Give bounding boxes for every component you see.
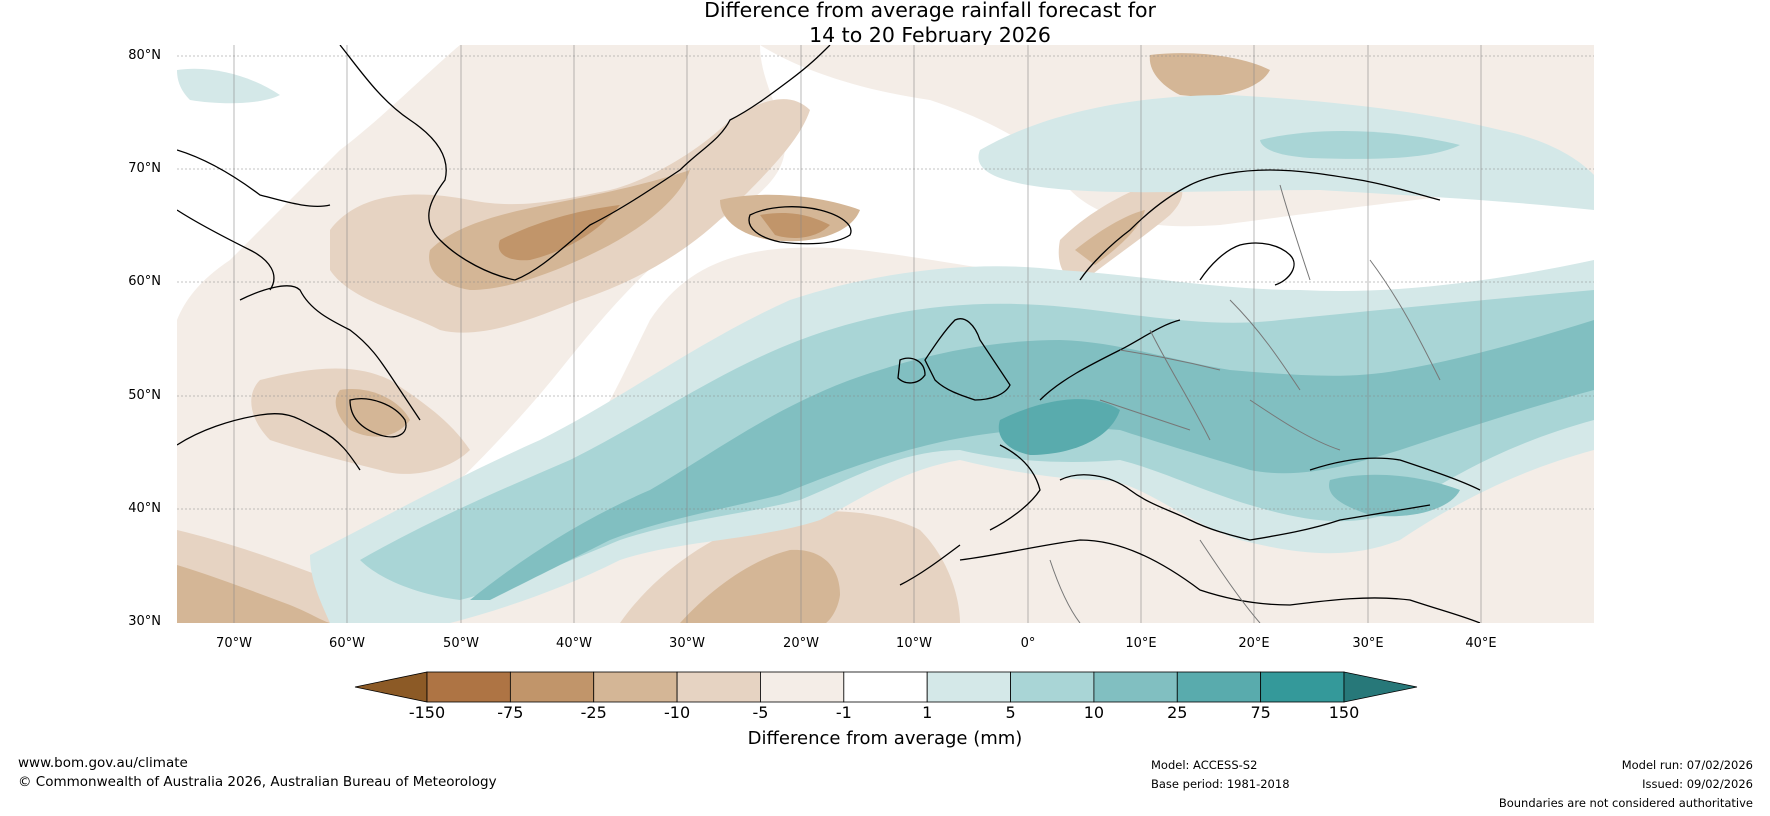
greenland-coast — [339, 45, 831, 281]
lat-label-30n: 30°N — [128, 614, 161, 629]
lon-label-50w: 50°W — [443, 636, 479, 651]
colorbar-tick-label: -1 — [835, 703, 852, 722]
newfoundland — [349, 398, 407, 438]
colorbar-tick-label: 5 — [1005, 703, 1016, 722]
lon-label-70w: 70°W — [216, 636, 252, 651]
footer-model-run: Model run: 07/02/2026 — [1621, 758, 1753, 772]
colorbar-bin — [1010, 671, 1095, 703]
lat-label-80n: 80°N — [128, 48, 161, 63]
colorbar-tick-label: -25 — [580, 703, 607, 722]
rainfall-anomaly-map — [177, 45, 1594, 623]
colorbar-tick-label: 10 — [1083, 703, 1105, 722]
footer-disclaimer: Boundaries are not considered authoritat… — [1498, 796, 1753, 810]
title-line-1: Difference from average rainfall forecas… — [704, 0, 1156, 22]
footer-model: Model: ACCESS-S2 — [1151, 758, 1258, 772]
lat-label-60n: 60°N — [128, 274, 161, 289]
graticule — [177, 45, 1594, 623]
lon-label-20e: 20°E — [1238, 636, 1270, 651]
lon-label-30e: 30°E — [1352, 636, 1384, 651]
footer-issued: Issued: 09/02/2026 — [1642, 777, 1753, 791]
lon-label-20w: 20°W — [783, 636, 819, 651]
lon-label-30w: 30°W — [669, 636, 705, 651]
footer-copyright: © Commonwealth of Australia 2026, Austra… — [18, 774, 497, 790]
colorbar-bin — [926, 671, 1011, 703]
colorbar-bin — [426, 671, 511, 703]
colorbar-extend-low — [354, 671, 428, 703]
lon-label-60w: 60°W — [329, 636, 365, 651]
footer-base-period: Base period: 1981-2018 — [1151, 777, 1290, 791]
colorbar-extend-high — [1343, 671, 1418, 703]
africa-coast — [959, 539, 1481, 623]
colorbar-bin — [593, 671, 678, 703]
lon-label-0: 0° — [1020, 636, 1036, 651]
footer-website: www.bom.gov.au/climate — [18, 755, 188, 771]
map-title: Difference from average rainfall forecas… — [0, 0, 1770, 48]
colorbar-bin — [1260, 671, 1345, 703]
colorbar-bin — [1176, 671, 1262, 703]
colorbar-tick-label: -150 — [408, 703, 446, 722]
colorbar-tick-label: 150 — [1328, 703, 1360, 722]
british-isles — [897, 318, 1011, 401]
lon-label-40e: 40°E — [1465, 636, 1497, 651]
scandinavia-coast — [1079, 169, 1441, 286]
lon-label-10e: 10°E — [1125, 636, 1157, 651]
country-borders — [1049, 184, 1441, 623]
colorbar-tick-label: -10 — [664, 703, 691, 722]
colorbar-bin — [760, 671, 845, 703]
europe-coast — [899, 319, 1481, 586]
colorbar-tick-label: -5 — [752, 703, 769, 722]
lat-label-50n: 50°N — [128, 388, 161, 403]
lon-label-10w: 10°W — [896, 636, 932, 651]
colorbar-bin — [676, 671, 761, 703]
colorbar-bin — [1093, 671, 1178, 703]
colorbar-tick-label: 75 — [1250, 703, 1271, 722]
lon-label-40w: 40°W — [556, 636, 592, 651]
lat-label-70n: 70°N — [128, 161, 161, 176]
lat-label-40n: 40°N — [128, 501, 161, 516]
canada-arctic-coast — [177, 149, 331, 291]
colorbar — [354, 671, 1418, 703]
colorbar-bin — [509, 671, 595, 703]
colorbar-tick-label: -75 — [497, 703, 524, 722]
colorbar-bin — [843, 671, 928, 703]
title-line-2: 14 to 20 February 2026 — [809, 23, 1051, 47]
colorbar-tick-label: 1 — [922, 703, 933, 722]
labrador-coast — [177, 285, 421, 471]
colorbar-title: Difference from average (mm) — [747, 728, 1023, 749]
colorbar-tick-label: 25 — [1167, 703, 1188, 722]
iceland — [748, 206, 852, 245]
coastlines — [177, 45, 1481, 623]
